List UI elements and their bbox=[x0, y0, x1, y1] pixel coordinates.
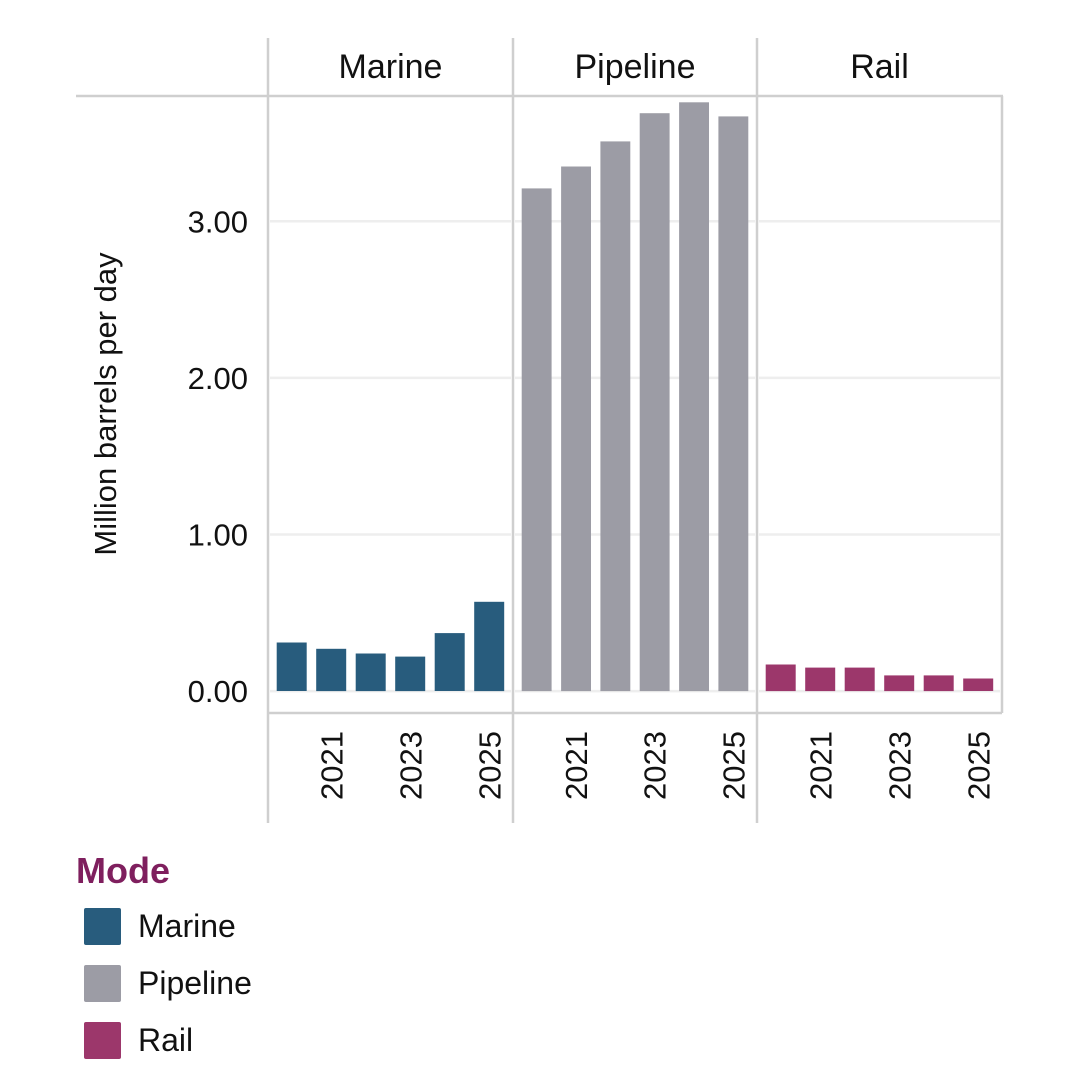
bar-marine-2024 bbox=[434, 633, 465, 691]
y-tick-label: 0.00 bbox=[188, 674, 248, 709]
legend-label-marine: Marine bbox=[138, 908, 236, 944]
bar-rail-2021 bbox=[805, 667, 836, 692]
x-tick-label: 2023 bbox=[393, 731, 428, 800]
y-tick-label: 2.00 bbox=[188, 361, 248, 396]
bar-pipeline-2024 bbox=[679, 102, 709, 692]
bars bbox=[276, 102, 994, 692]
bar-rail-2023 bbox=[884, 675, 915, 692]
x-tick-label: 2021 bbox=[314, 731, 349, 800]
bar-marine-2020 bbox=[276, 642, 307, 691]
legend-label-pipeline: Pipeline bbox=[138, 965, 252, 1001]
bar-rail-2020 bbox=[765, 664, 796, 692]
y-tick-label: 1.00 bbox=[188, 517, 248, 552]
bar-pipeline-2021 bbox=[561, 166, 591, 692]
bar-marine-2021 bbox=[316, 648, 347, 692]
panel-frames bbox=[76, 38, 1004, 823]
y-tick-label: 3.00 bbox=[188, 204, 248, 239]
bar-rail-2022 bbox=[844, 667, 875, 692]
gridlines bbox=[270, 220, 1000, 693]
bar-pipeline-2020 bbox=[521, 188, 552, 692]
legend: Mode Marine Pipeline Rail bbox=[76, 850, 252, 1069]
bar-marine-2023 bbox=[395, 656, 426, 692]
facet-label-rail: Rail bbox=[850, 48, 909, 86]
legend-swatch-pipeline bbox=[84, 965, 121, 1002]
legend-item-marine: Marine bbox=[76, 898, 252, 955]
x-tick-label: 2023 bbox=[638, 731, 673, 800]
legend-label-rail: Rail bbox=[138, 1022, 194, 1058]
bar-marine-2025 bbox=[474, 601, 505, 692]
legend-swatch-rail bbox=[84, 1022, 121, 1059]
facet-label-marine: Marine bbox=[339, 48, 443, 86]
legend-item-rail: Rail bbox=[76, 1012, 252, 1069]
bar-pipeline-2023 bbox=[639, 113, 670, 692]
legend-item-pipeline: Pipeline bbox=[76, 955, 252, 1012]
x-tick-label: 2025 bbox=[472, 731, 507, 800]
y-axis-title: Million barrels per day bbox=[88, 252, 123, 556]
legend-title: Mode bbox=[76, 850, 170, 891]
bar-rail-2025 bbox=[963, 678, 994, 691]
bar-pipeline-2022 bbox=[600, 141, 631, 692]
bar-marine-2022 bbox=[355, 653, 386, 692]
bar-pipeline-2025 bbox=[718, 116, 749, 692]
x-tick-label: 2021 bbox=[559, 731, 594, 800]
x-tick-label: 2025 bbox=[716, 731, 751, 800]
legend-swatch-marine bbox=[84, 908, 121, 945]
x-tick-label: 2021 bbox=[803, 731, 838, 800]
labels: Million barrels per day 0.00 1.00 2.00 3.00… bbox=[88, 48, 996, 800]
bar-rail-2024 bbox=[923, 675, 954, 692]
x-tick-label: 2023 bbox=[882, 731, 917, 800]
x-tick-label: 2025 bbox=[961, 731, 996, 800]
facet-label-pipeline: Pipeline bbox=[575, 48, 696, 86]
